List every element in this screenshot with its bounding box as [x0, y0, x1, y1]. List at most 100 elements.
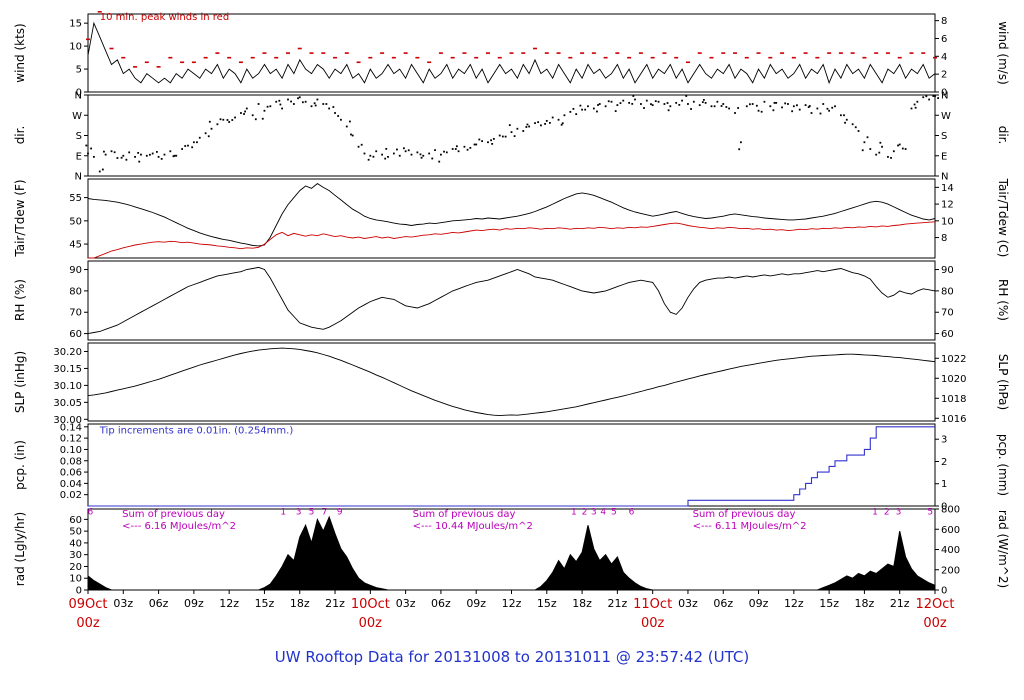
scatter-dot-dir: [261, 117, 264, 120]
series-dot-wind: [533, 47, 538, 50]
scatter-dot-dir: [798, 108, 801, 111]
x-label-hour: 06z: [149, 597, 169, 610]
series-dot-wind: [86, 38, 90, 41]
ytick-label-right-slp: 1020: [941, 374, 966, 385]
scatter-dot-dir: [738, 148, 741, 151]
scatter-dot-dir: [490, 139, 492, 142]
scatter-dot-dir: [116, 157, 119, 159]
scatter-dot-dir: [345, 125, 348, 128]
scatter-dot-dir: [807, 106, 810, 109]
figure-title: UW Rooftop Data for 20131008 to 20131011…: [274, 648, 750, 666]
scatter-dot-dir: [301, 101, 304, 104]
ytick-label-left-rad: 50: [69, 527, 82, 538]
series-dot-wind: [380, 52, 385, 54]
scatter-dot-dir: [657, 100, 660, 103]
series-dot-wind: [780, 52, 785, 54]
ytick-label-left-rh: 60: [69, 329, 82, 340]
scatter-dot-dir: [231, 119, 234, 121]
scatter-dot-dir: [881, 145, 883, 148]
scatter-dot-dir: [332, 106, 335, 108]
scatter-dot-dir: [614, 110, 617, 113]
series-dot-wind: [333, 56, 338, 59]
scatter-dot-dir: [443, 150, 445, 153]
x-label-hour0: 00z: [359, 616, 383, 631]
scatter-dot-dir: [610, 100, 613, 103]
scatter-dot-dir: [508, 124, 511, 127]
scatter-dot-dir: [910, 107, 913, 110]
scatter-dot-dir: [892, 150, 895, 153]
scatter-dot-dir: [713, 105, 716, 108]
series-dot-wind: [415, 56, 420, 59]
scatter-dot-dir: [934, 95, 936, 98]
scatter-dot-dir: [854, 126, 857, 129]
ytick-label-right-tair: 12: [941, 200, 954, 211]
scatter-dot-dir: [234, 116, 236, 119]
series-dot-wind: [909, 52, 914, 54]
scatter-dot-dir: [851, 123, 854, 126]
axis-title-tair-right: Tair/Tdew (C): [996, 178, 1010, 258]
scatter-dot-dir: [654, 100, 657, 103]
scatter-dot-dir: [187, 144, 189, 147]
scatter-dot-dir: [857, 130, 860, 132]
scatter-dot-dir: [581, 108, 583, 111]
scatter-dot-dir: [822, 103, 825, 105]
series-dot-wind: [227, 56, 232, 59]
axis-title-pcp-right: pcp. (mm): [996, 433, 1010, 497]
scatter-dot-dir: [316, 98, 319, 101]
scatter-dot-dir: [604, 105, 607, 108]
scatter-dot-dir: [492, 137, 495, 140]
scatter-dot-dir: [419, 153, 422, 156]
scatter-dot-dir: [244, 110, 247, 113]
scatter-dot-dir: [297, 97, 299, 100]
x-label-hour: 18z: [290, 597, 310, 610]
axis-title-tair-left: Tair/Tdew (F): [13, 179, 27, 257]
scatter-dot-dir: [701, 101, 704, 104]
scatter-dot-dir: [337, 115, 340, 117]
axis-title-wind-left: wind (kts): [13, 23, 27, 83]
ytick-label-left-pcp: 0.14: [60, 422, 82, 433]
scatter-dot-dir: [219, 118, 222, 121]
scatter-dot-dir: [645, 99, 648, 102]
x-label-hour: 09z: [749, 597, 769, 610]
series-dot-wind: [462, 52, 467, 54]
axis-title-wind-right: wind (m/s): [996, 21, 1010, 85]
scatter-dot-dir: [810, 112, 813, 114]
ytick-label-right-rh: 90: [941, 265, 954, 276]
series-dot-wind: [168, 56, 173, 59]
scatter-dot-dir: [491, 142, 494, 145]
scatter-dot-dir: [90, 147, 92, 150]
scatter-dot-dir: [522, 130, 525, 132]
scatter-dot-dir: [710, 105, 713, 108]
scatter-dot-dir: [792, 105, 795, 108]
scatter-dot-dir: [666, 102, 669, 104]
scatter-dot-dir: [579, 104, 582, 107]
scatter-dot-dir: [191, 146, 194, 149]
scatter-dot-dir: [181, 148, 184, 150]
scatter-dot-dir: [137, 151, 140, 154]
annotation-rad: 5: [927, 508, 933, 518]
annotation-rad: <--- 6.11 MJoules/m^2: [693, 521, 807, 532]
scatter-dot-dir: [551, 116, 554, 119]
scatter-dot-dir: [428, 152, 431, 155]
scatter-dot-dir: [385, 147, 388, 150]
annotation-wind: 10 min. peak winds in red: [100, 12, 229, 23]
scatter-dot-dir: [207, 135, 210, 138]
annotation-rad: <--- 6.16 MJoules/m^2: [122, 521, 236, 532]
series-dot-wind: [133, 66, 138, 68]
scatter-dot-dir: [540, 124, 542, 127]
x-label-hour: 06z: [431, 597, 451, 610]
annotation-rad: 3: [896, 508, 902, 518]
annotation-rad: 2: [582, 508, 588, 518]
scatter-dot-dir: [663, 103, 666, 105]
x-label-hour: 15z: [255, 597, 275, 610]
scatter-dot-dir: [310, 105, 313, 108]
x-label-hour: 09z: [184, 597, 204, 610]
ytick-label-right-tair: 10: [941, 216, 954, 227]
scatter-dot-dir: [363, 152, 366, 155]
scatter-dot-dir: [875, 153, 878, 156]
scatter-dot-dir: [545, 119, 548, 122]
scatter-dot-dir: [808, 105, 811, 107]
scatter-dot-dir: [628, 101, 631, 104]
annotation-rad: Sum of previous day: [413, 509, 516, 520]
